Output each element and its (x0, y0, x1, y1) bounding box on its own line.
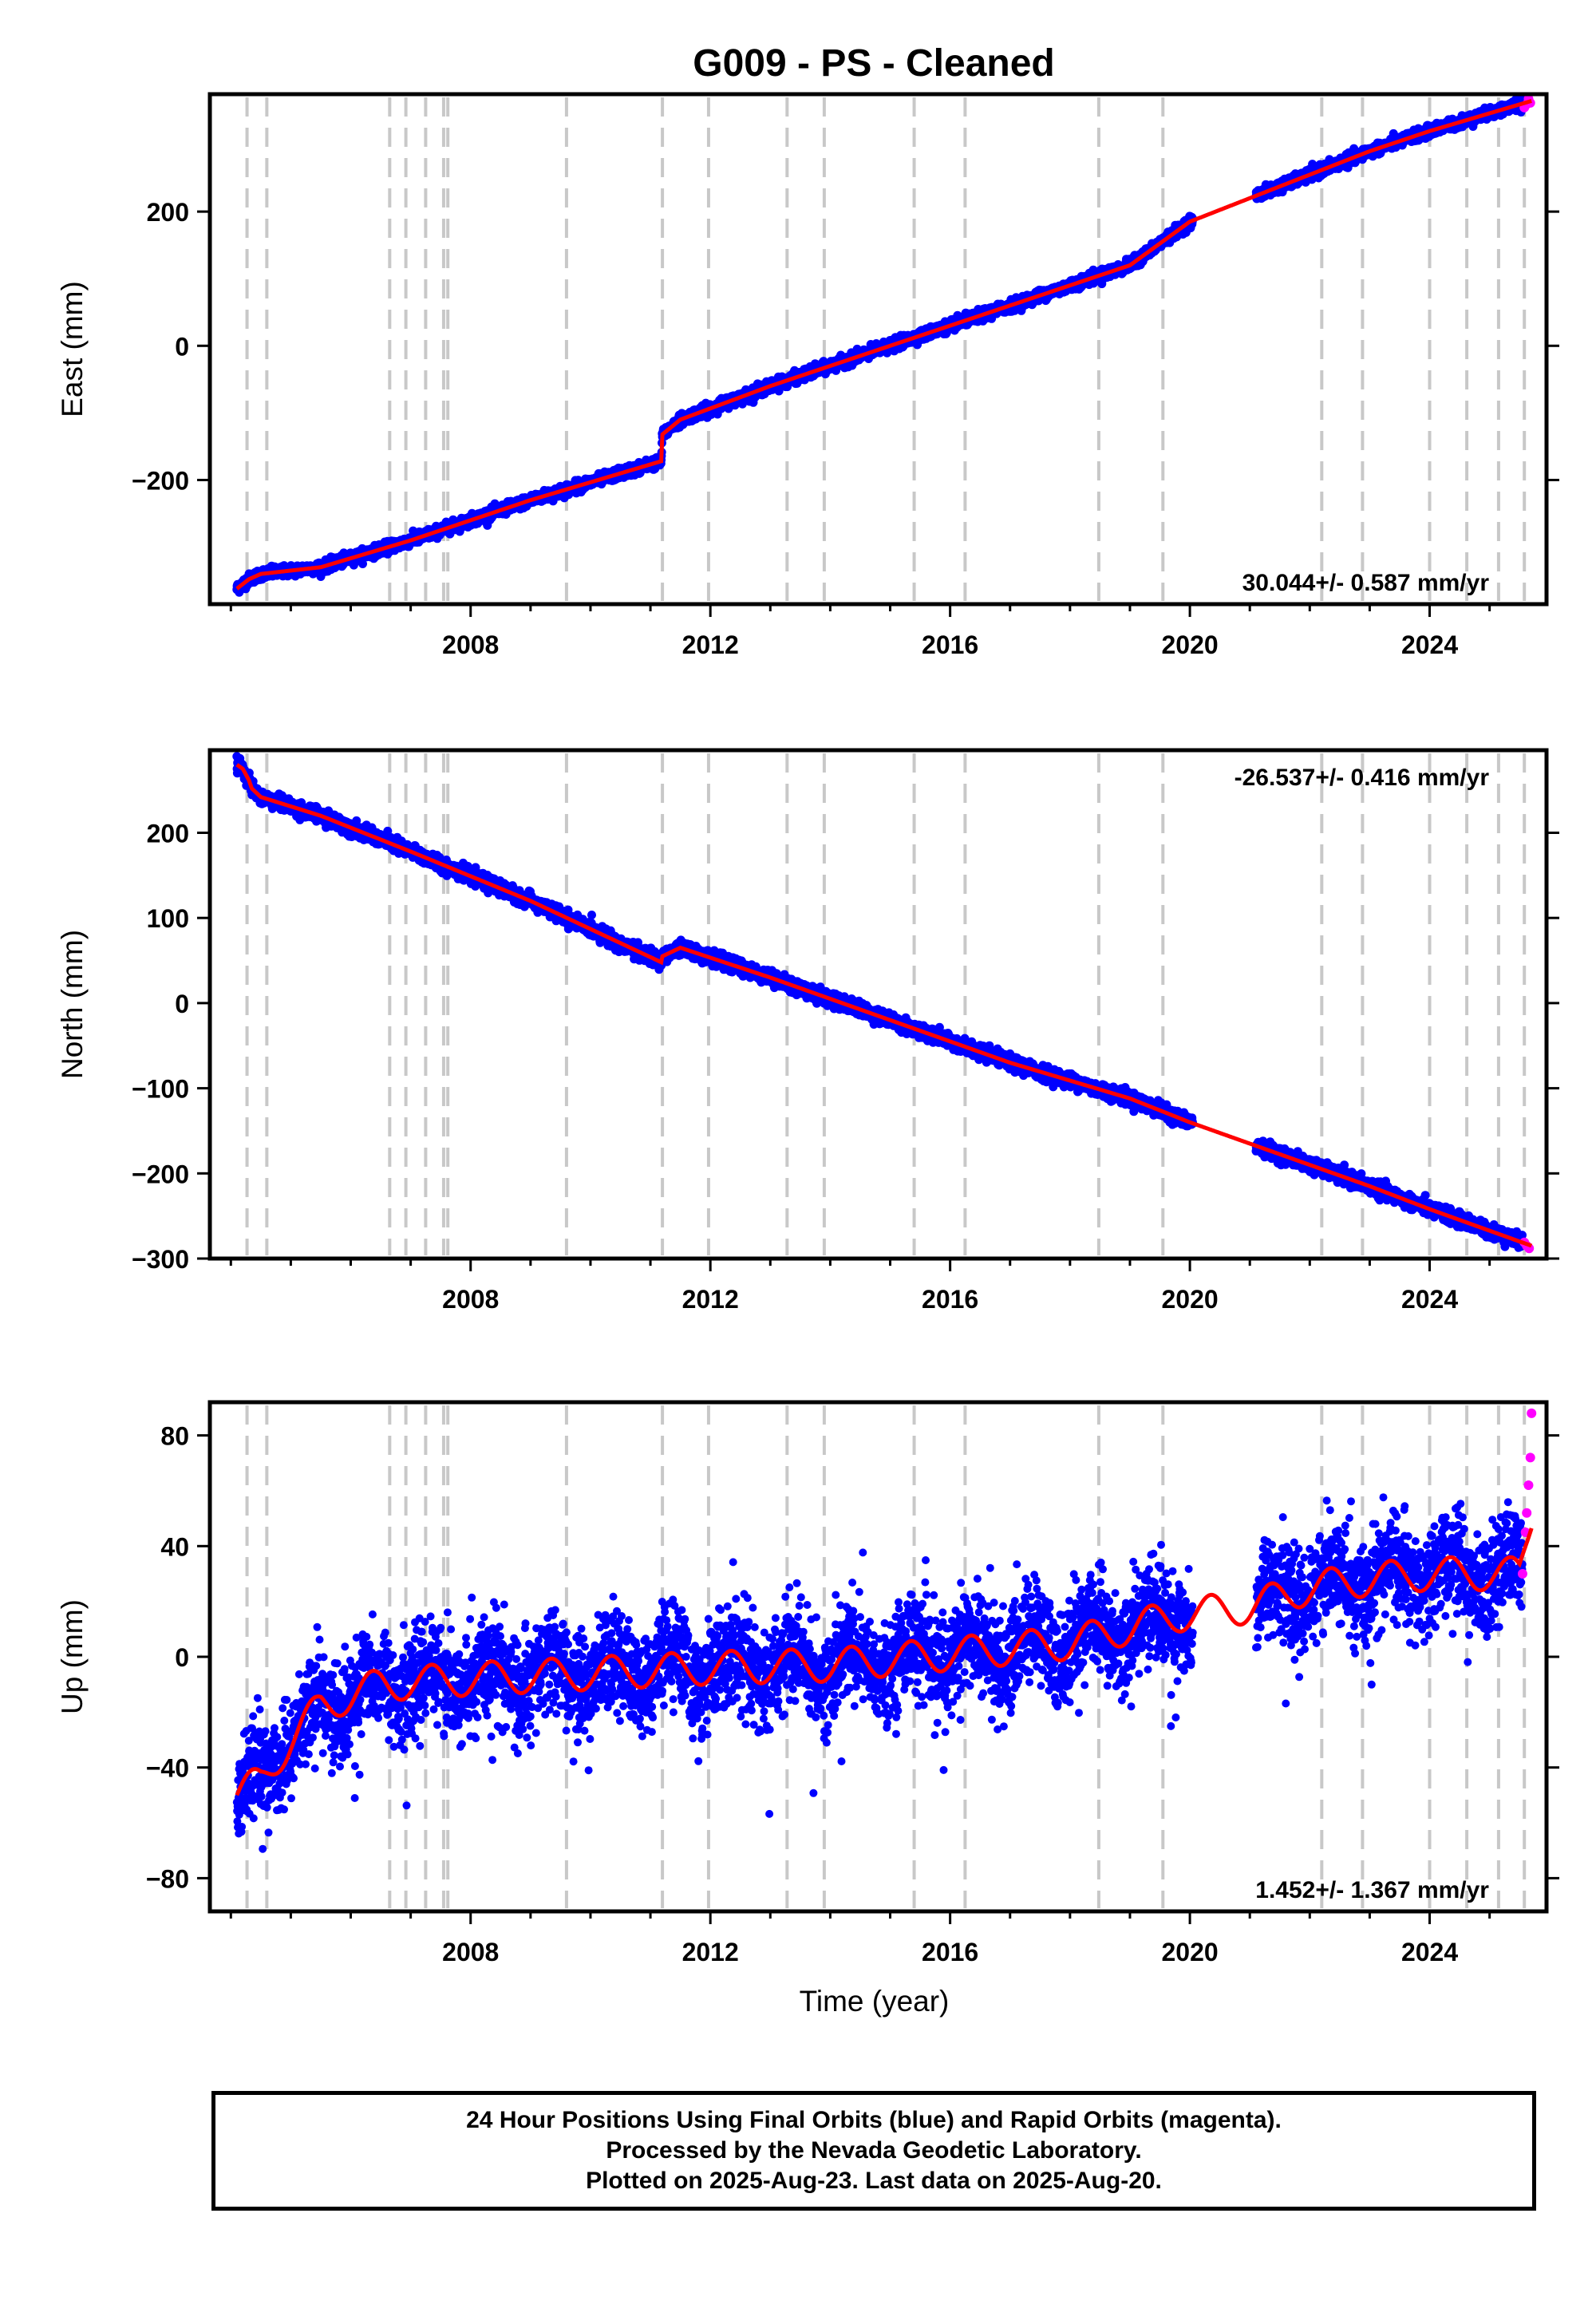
chart-title: G009 - PS - Cleaned (693, 42, 1055, 85)
east-data-points (232, 94, 1535, 597)
